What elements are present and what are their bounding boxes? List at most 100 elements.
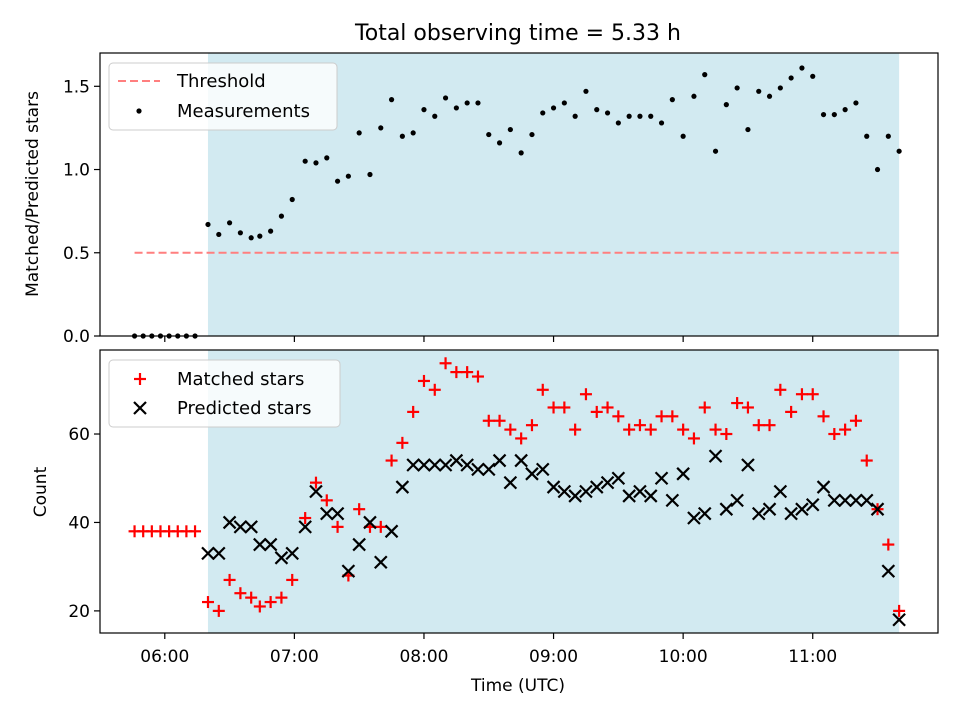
matched-star-point (633, 419, 646, 432)
predicted-marker-b (849, 493, 863, 508)
measurement-point (237, 230, 243, 236)
predicted-marker-b (827, 493, 842, 508)
predicted-star-point (341, 564, 356, 578)
measurement-point (410, 130, 416, 136)
predicted-marker-b (285, 546, 299, 561)
matched-star-point (353, 503, 366, 516)
measurement-point (496, 140, 503, 146)
matched-star-point (482, 414, 495, 427)
predicted-marker-b (514, 453, 528, 468)
measurement-point (874, 166, 881, 173)
measurement-point (421, 107, 427, 113)
measurement-point (248, 235, 254, 241)
predicted-marker-b (503, 475, 518, 490)
predicted-star-point (503, 475, 518, 490)
predicted-marker-b (633, 484, 647, 499)
measurement-point (594, 107, 600, 113)
legend-matched-swatch (134, 373, 146, 385)
matched-star-point (299, 512, 312, 525)
measurement-point (432, 113, 438, 119)
predicted-star-point (784, 506, 798, 521)
predicted-star-point (535, 462, 550, 477)
y-tick-label-bottom: 60 (68, 425, 90, 445)
predicted-star-point (665, 493, 680, 508)
predicted-marker-b (460, 458, 474, 472)
measurement-point (766, 93, 773, 99)
matched-star-point (212, 604, 225, 617)
measurement-points (131, 65, 902, 339)
predicted-star-point (827, 493, 842, 508)
matched-star-point (687, 432, 700, 445)
matched-star-point (720, 428, 733, 441)
predicted-marker-b (557, 484, 572, 499)
predicted-marker-b (730, 493, 744, 508)
y-tick-label-bottom: 20 (68, 602, 90, 622)
predicted-marker-b (762, 502, 777, 516)
measurement-point (896, 148, 902, 154)
predicted-star-point (492, 453, 507, 468)
predicted-star-point (557, 484, 572, 499)
measurement-point (345, 173, 351, 179)
matched-star-point (331, 520, 344, 533)
predicted-marker-b (816, 480, 831, 494)
measurement-point (702, 72, 708, 78)
predicted-star-point (730, 493, 744, 508)
predicted-marker-b (274, 551, 289, 565)
predicted-marker-b (881, 564, 896, 578)
matched-star-point (569, 423, 582, 436)
predicted-marker-b (298, 520, 312, 534)
predicted-star-point (654, 471, 669, 486)
matched-star-point (471, 370, 484, 383)
measurement-point (831, 111, 837, 118)
x-tick-label: 10:00 (659, 647, 708, 667)
x-tick-label: 07:00 (270, 647, 319, 667)
measurement-point (691, 93, 697, 99)
matched-star-point (817, 410, 830, 423)
y-tick-label-top: 0.5 (63, 244, 90, 264)
predicted-star-point (525, 467, 539, 481)
predicted-marker-b (395, 480, 410, 494)
matched-star-point (439, 357, 452, 370)
predicted-marker-b (449, 453, 464, 468)
predicted-marker-b (417, 458, 431, 472)
measurement-point (378, 125, 384, 131)
predicted-star-point (892, 612, 906, 627)
predicted-star-point (741, 458, 755, 472)
x-tick-label: 08:00 (399, 647, 448, 667)
predicted-marker-b (719, 502, 734, 516)
predicted-star-point (384, 524, 399, 539)
measurement-point (637, 113, 643, 119)
predicted-marker-b (212, 546, 226, 561)
matched-star-point (461, 366, 474, 379)
matched-star-point (839, 423, 852, 436)
measurement-point (453, 105, 459, 111)
predicted-star-point (838, 493, 852, 508)
measurement-point (399, 133, 405, 139)
measurement-point (885, 133, 891, 139)
matched-star-point (558, 401, 571, 414)
measurement-point (799, 65, 805, 71)
measurement-point (561, 100, 567, 106)
matched-star-point (666, 410, 679, 423)
matched-star-point (763, 419, 776, 432)
predicted-star-point (697, 506, 712, 521)
y-axis-label-bottom: Count (31, 466, 51, 517)
predicted-star-point (460, 458, 474, 472)
legend-top-frame (108, 62, 338, 131)
predicted-marker-b (406, 458, 420, 472)
predicted-star-point (546, 480, 561, 494)
matched-star-point (417, 374, 430, 387)
predicted-star-point (320, 506, 334, 521)
predicted-marker-b (352, 537, 366, 552)
measurement-point (788, 75, 794, 81)
matched-star-point (275, 591, 288, 604)
matched-star-point (860, 454, 873, 467)
predicted-marker-b (654, 471, 669, 486)
predicted-marker-b (263, 537, 278, 552)
measurement-point (464, 100, 470, 106)
predicted-marker-b (481, 462, 496, 477)
predicted-star-point (417, 458, 431, 472)
measurement-point (313, 160, 319, 166)
measurement-point (507, 126, 513, 133)
matched-star-point (396, 436, 409, 449)
